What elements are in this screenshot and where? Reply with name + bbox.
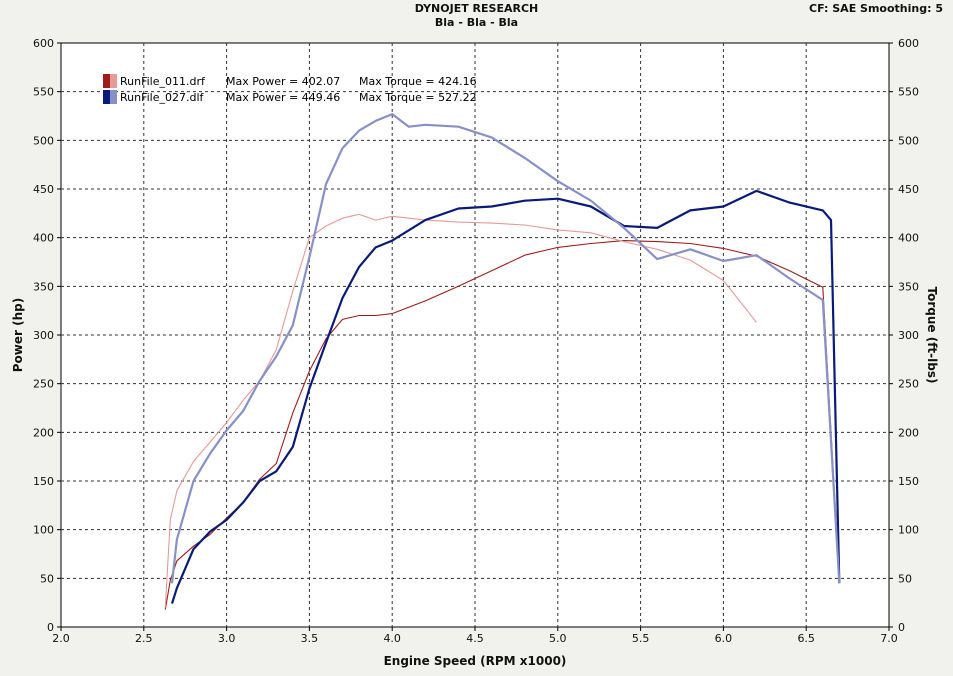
y-tick-label-right: 50: [898, 572, 912, 585]
y-tick-label-right: 250: [898, 378, 919, 391]
x-axis-label: Engine Speed (RPM x1000): [384, 654, 567, 668]
y-tick-label-right: 300: [898, 329, 919, 342]
y-tick-label-right: 350: [898, 280, 919, 293]
y-tick-label-left: 250: [33, 378, 54, 391]
chart-title: DYNOJET RESEARCH: [414, 2, 539, 15]
y-tick-label-left: 0: [47, 621, 54, 634]
y-tick-label-left: 100: [33, 524, 54, 537]
y-tick-label-left: 600: [33, 37, 54, 50]
grid: [61, 43, 889, 627]
legend-max-torque: Max Torque = 527.22: [359, 91, 477, 104]
legend-max-power: Max Power = 449.46: [226, 91, 340, 104]
correction-factor-info: CF: SAE Smoothing: 5: [809, 2, 943, 15]
series-group: [164, 112, 841, 610]
y-tick-label-right: 150: [898, 475, 919, 488]
legend-swatch-power: [103, 74, 110, 88]
y-tick-label-left: 350: [33, 280, 54, 293]
chart-subtitle: Bla - Bla - Bla: [434, 16, 519, 29]
y-tick-label-left: 150: [33, 475, 54, 488]
x-tick-label: 5.0: [549, 632, 567, 645]
x-tick-label: 2.0: [52, 632, 70, 645]
series-line-runfile-027-dlf-torque: [170, 112, 841, 584]
legend-max-power: Max Power = 402.07: [226, 75, 340, 88]
y-tick-label-right: 100: [898, 524, 919, 537]
x-tick-label: 4.0: [383, 632, 401, 645]
legend-file-name: RunFile_027.dlf: [120, 91, 205, 104]
x-tick-label: 3.5: [301, 632, 319, 645]
x-tick-label: 4.5: [466, 632, 484, 645]
y-axis-label-left: Power (hp): [11, 298, 25, 372]
y-tick-label-left: 500: [33, 134, 54, 147]
y-tick-label-right: 550: [898, 86, 919, 99]
legend-swatch-power: [103, 90, 110, 104]
series-line-runfile-011-drf-torque: [164, 213, 757, 608]
legend-file-name: RunFile_011.drf: [120, 75, 206, 88]
y-tick-label-left: 450: [33, 183, 54, 196]
y-tick-label-right: 500: [898, 134, 919, 147]
y-tick-label-right: 450: [898, 183, 919, 196]
y-tick-label-right: 200: [898, 426, 919, 439]
y-tick-label-right: 400: [898, 232, 919, 245]
y-tick-label-right: 0: [898, 621, 905, 634]
y-tick-label-left: 550: [33, 86, 54, 99]
x-tick-label: 5.5: [632, 632, 650, 645]
x-tick-label: 6.5: [797, 632, 815, 645]
legend: RunFile_011.drf Max Power = 402.07 Max Tor…: [103, 74, 477, 104]
x-tick-label: 7.0: [880, 632, 898, 645]
series-line-runfile-027-dlf-power: [170, 189, 841, 604]
y-tick-label-left: 300: [33, 329, 54, 342]
y-tick-label-left: 200: [33, 426, 54, 439]
legend-max-torque: Max Torque = 424.16: [359, 75, 477, 88]
ticks-group: 2.0 2.5 3.0 3.5 4.0 4.5 5.0 5.5 6.0 6.5 7.00 050 501…: [33, 37, 919, 645]
x-tick-label: 2.5: [135, 632, 153, 645]
y-axis-label-right: Torque (ft-lbs): [925, 287, 939, 384]
x-tick-label: 3.0: [218, 632, 236, 645]
y-tick-label-left: 50: [40, 572, 54, 585]
legend-swatch-torque: [110, 74, 117, 88]
y-tick-label-right: 600: [898, 37, 919, 50]
legend-swatch-torque: [110, 90, 117, 104]
x-tick-label: 6.0: [715, 632, 733, 645]
y-tick-label-left: 400: [33, 232, 54, 245]
